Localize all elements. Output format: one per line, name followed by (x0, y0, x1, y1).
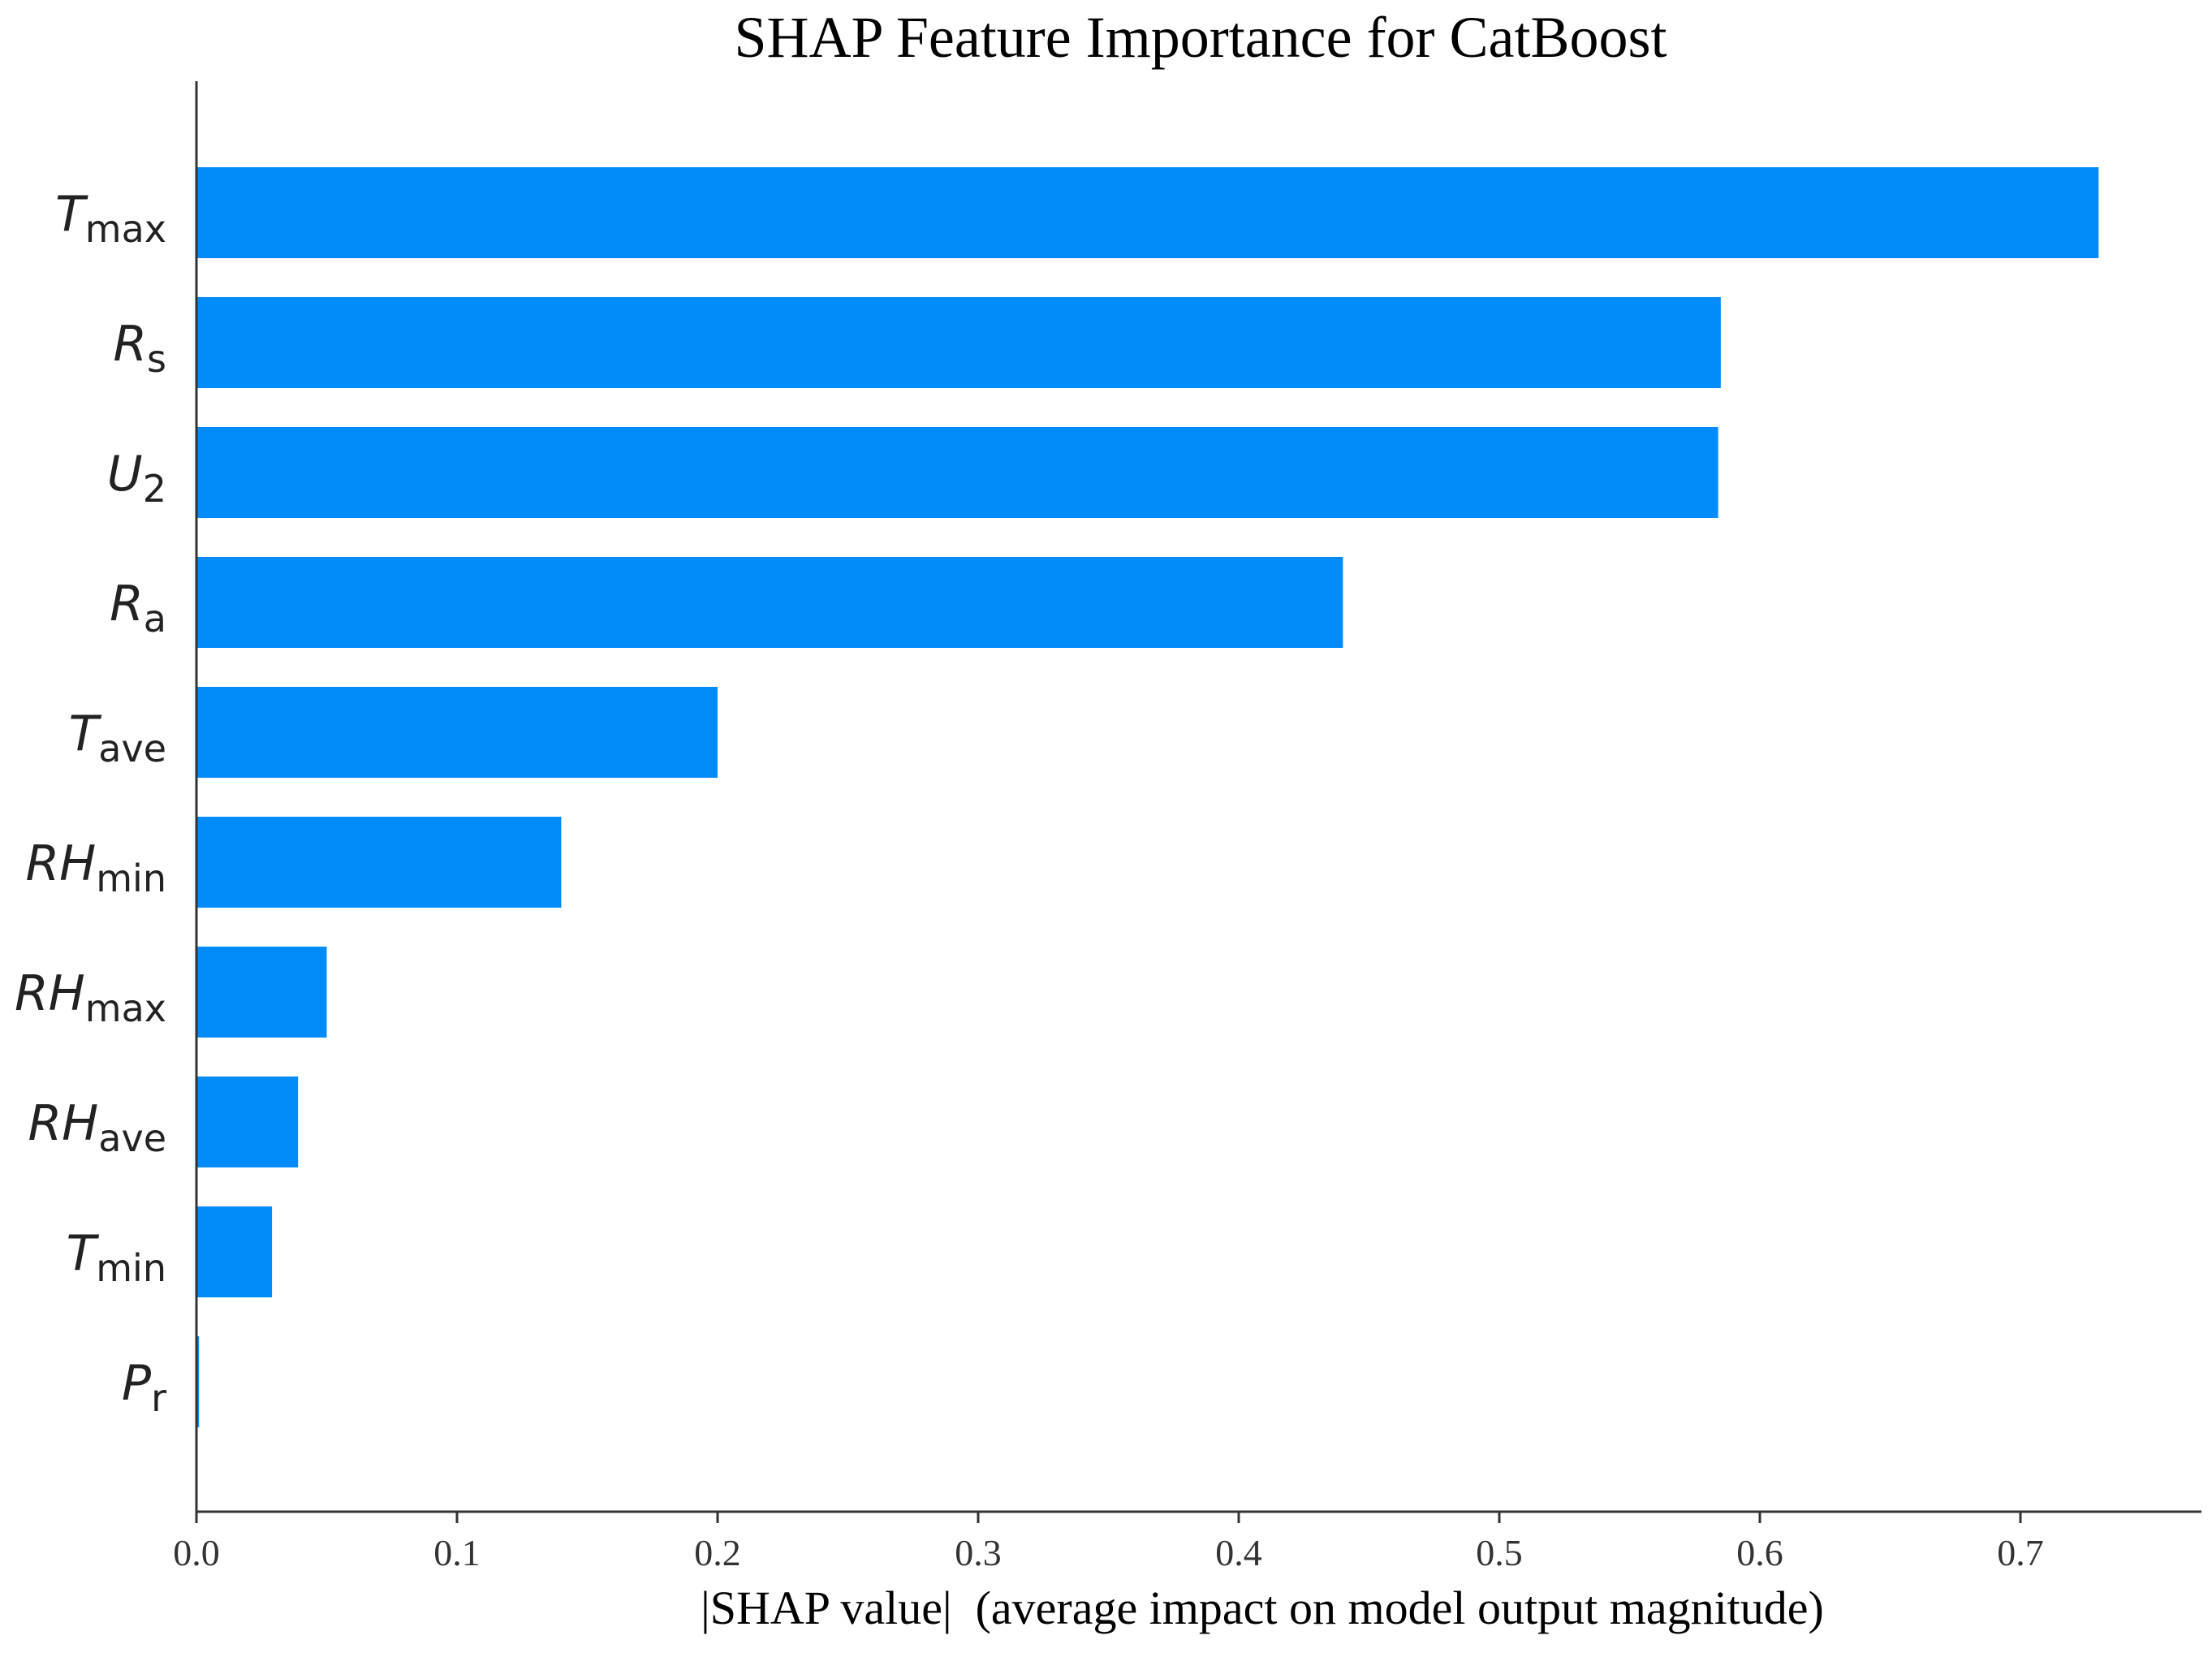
y-tick-label-t-min: Tmin (67, 1225, 166, 1290)
x-tick-label-0.3: 0.3 (955, 1532, 1002, 1573)
bar-rh-ave (196, 1077, 299, 1167)
y-tick-labels: Tmax Rs U2 Ra Tave RHmin RHmax RHave Tmin Pr (15, 186, 166, 1420)
bar-rh-min (196, 817, 562, 908)
x-tick-label-0.0: 0.0 (173, 1532, 220, 1573)
chart-title: SHAP Feature Importance for CatBoost (734, 5, 1667, 70)
y-tick-label-r-s: Rs (113, 316, 166, 381)
y-tick-label-t-ave: Tave (69, 706, 166, 770)
x-tick-label-0.7: 0.7 (1997, 1532, 2044, 1573)
bar-r-s (196, 297, 1721, 388)
bar-t-max (196, 167, 2099, 258)
bars-group (196, 167, 2099, 1427)
bar-p-r (196, 1336, 200, 1427)
bar-u-2 (196, 427, 1718, 518)
y-tick-label-u-2: U2 (107, 446, 166, 511)
x-tick-label-0.5: 0.5 (1476, 1532, 1523, 1573)
bar-t-min (196, 1206, 273, 1297)
x-axis-label: |SHAP value| (average impact on model ou… (701, 1581, 1824, 1634)
x-tick-label-0.1: 0.1 (433, 1532, 481, 1573)
bar-r-a (196, 557, 1343, 648)
bar-rh-max (196, 947, 327, 1038)
y-tick-label-t-max: Tmax (55, 186, 166, 251)
bar-t-ave (196, 687, 718, 778)
y-tick-label-rh-min: RHmin (25, 835, 166, 900)
x-tick-label-0.2: 0.2 (694, 1532, 741, 1573)
x-tick-label-0.6: 0.6 (1736, 1532, 1783, 1573)
y-tick-label-p-r: Pr (122, 1355, 166, 1420)
x-tick-label-0.4: 0.4 (1215, 1532, 1262, 1573)
y-tick-label-rh-max: RHmax (15, 965, 166, 1030)
y-tick-label-rh-ave: RHave (28, 1095, 166, 1160)
x-axis-ticks: 0.0 0.1 0.2 0.3 0.4 0.5 0.6 0.7 (173, 1512, 2044, 1573)
y-tick-label-r-a: Ra (110, 576, 166, 641)
